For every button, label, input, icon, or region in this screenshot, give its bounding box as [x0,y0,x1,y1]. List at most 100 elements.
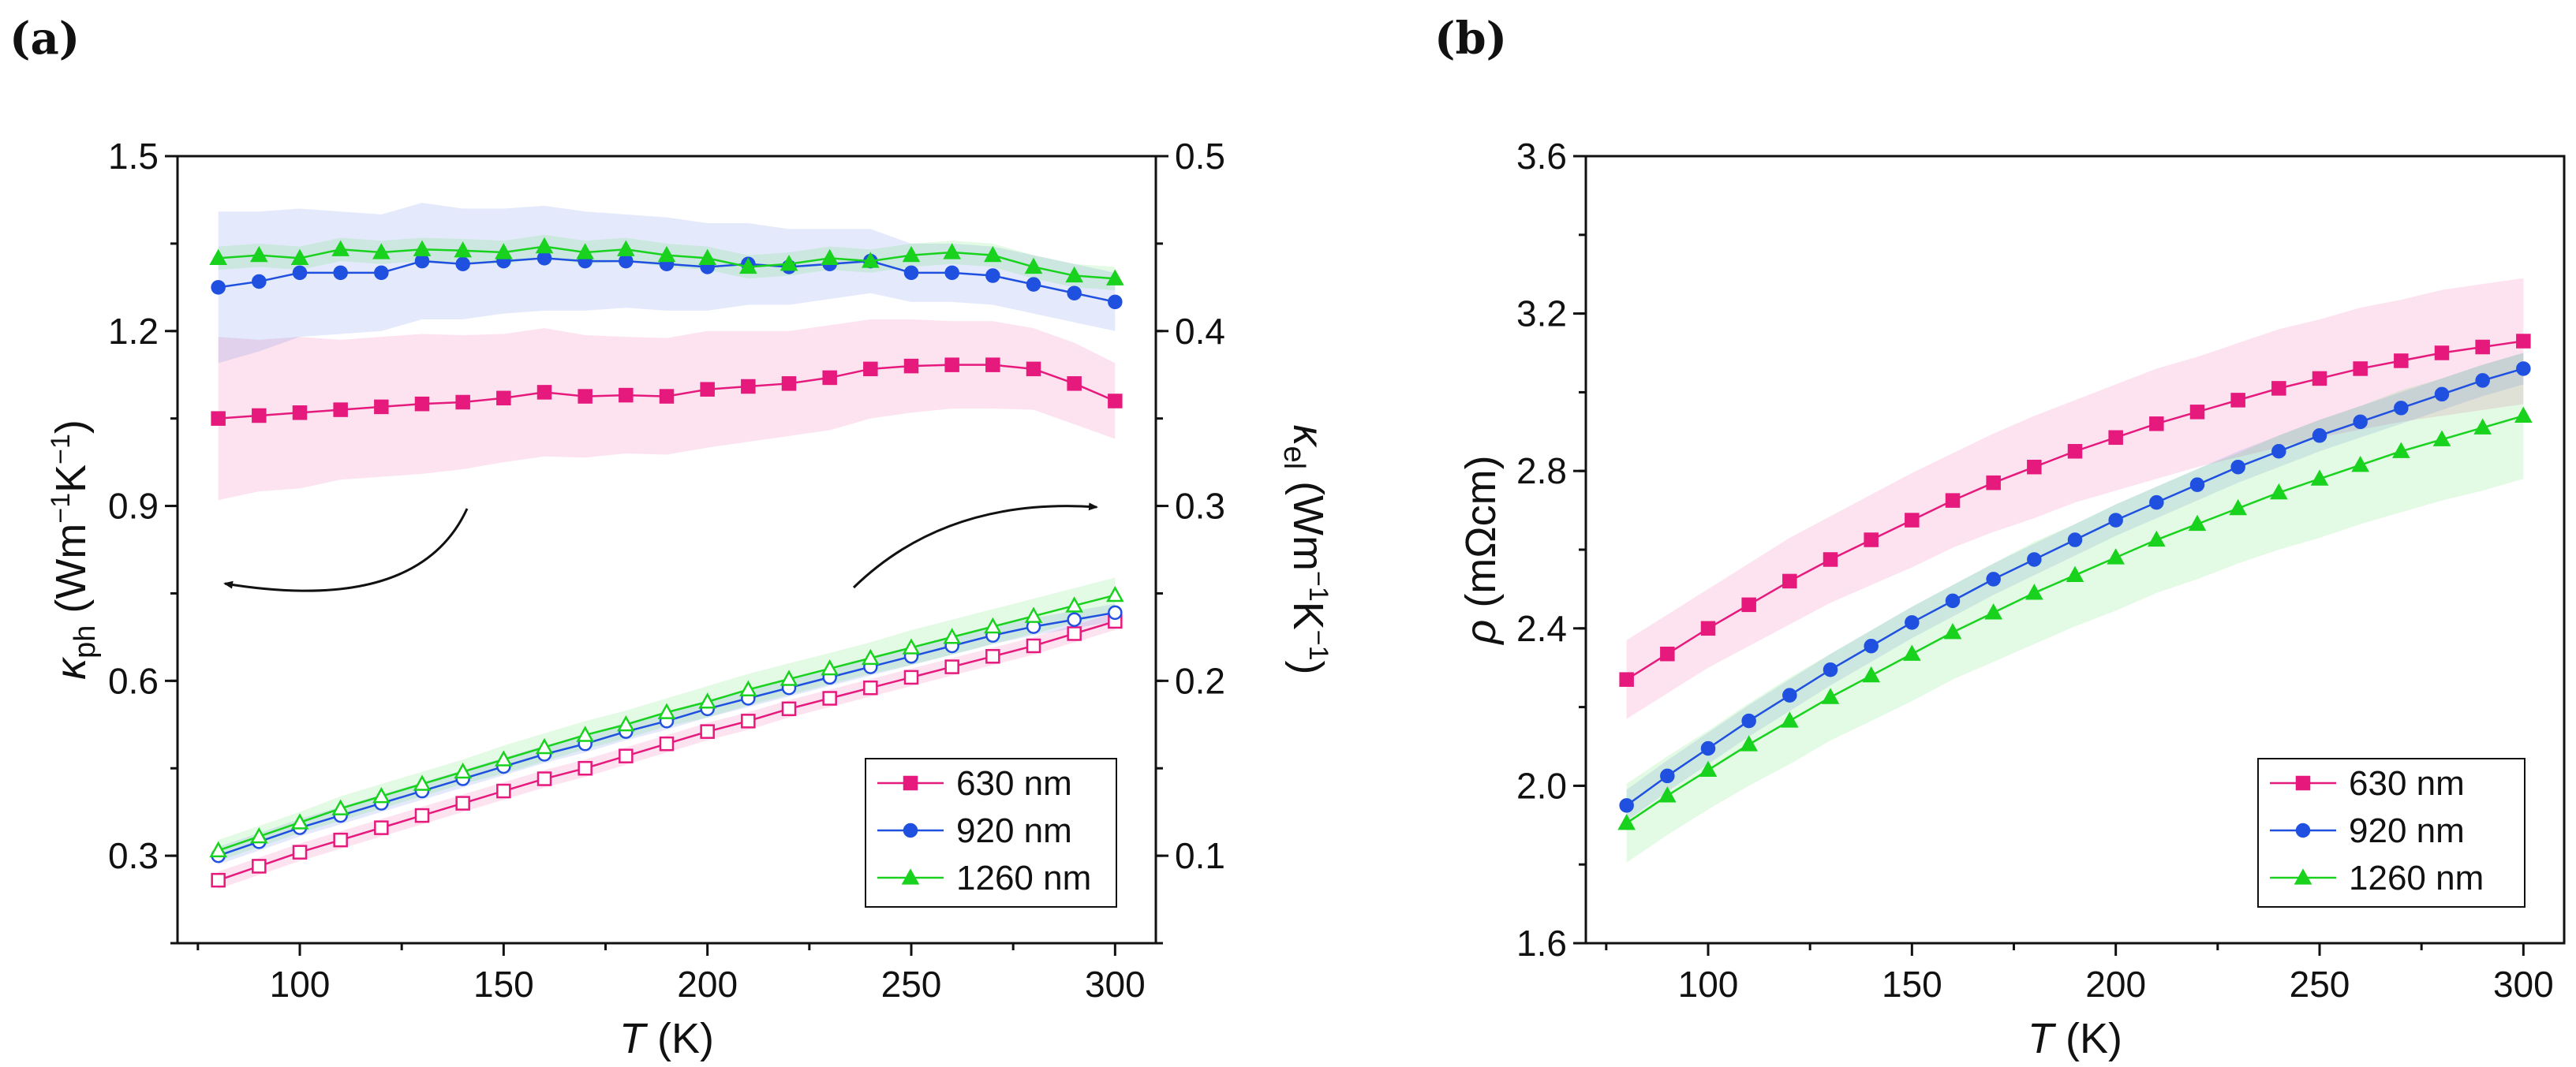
a-legend-label-1: 920 nm [956,811,1072,850]
a-series-1-point [1108,294,1123,310]
panel-b-x-ticks: 100 150 200 250 300 [1605,943,2554,1005]
a-legend-marker-1 [903,823,918,838]
a-series-3-point [292,845,308,860]
a-series-3-point [252,859,267,874]
b-series-0-point [2312,371,2327,386]
a-series-0-point [903,358,919,374]
panel-a: (a) 100 150 200 250 300 0.30.60.91.21.5 0.10… [9,13,1333,1062]
a-series-0-point [414,396,430,412]
b-series-1-point [2230,459,2245,475]
a-series-5-point [698,692,716,709]
b-series-2-point [2514,406,2533,423]
a-series-0-point [1026,361,1041,377]
a-series-5-point [413,774,432,791]
a-series-5-point [372,786,391,804]
a-series-3-point [741,714,756,729]
a-series-2-point [250,245,268,263]
a-series-1-point [252,274,267,289]
a-series-0-point [374,399,389,415]
a-series-0-point [496,390,511,406]
b-legend-label-1: 920 nm [2349,811,2465,850]
b-series-0-point [2027,459,2042,475]
a-series-2-point [780,254,798,271]
b-series-0-point [2149,416,2164,431]
a-series-2-point [576,243,594,259]
b-series-1-point [2189,477,2205,492]
b-x-tick-label: 100 [1678,964,1739,1005]
a-series-0-point [944,357,959,372]
a-series-2-point [1106,269,1124,285]
a-band-4 [218,603,1116,865]
b-x-tick-label: 300 [2493,964,2554,1005]
b-series-0-point [1700,621,1716,636]
a-legend-label-0: 630 nm [956,764,1072,803]
b-series-2-point [2270,483,2288,500]
a-series-2-point [290,248,309,265]
b-series-0-point [2271,381,2286,396]
a-series-3-point [455,796,470,811]
a-series-4-point [1067,612,1082,627]
b-series-2-point [2310,469,2329,486]
b-series-0-point [2189,405,2205,420]
b-series-0-point [1823,552,1838,567]
panel-a-plot-frame [176,155,1157,945]
b-series-1-point [2108,513,2123,528]
a-series-5-point [902,638,921,655]
b-series-0-point [1741,597,1756,613]
b-series-2-point [1699,760,1718,778]
b-series-0-point [2353,361,2368,376]
panel-a-y-ticks-left: 0.3 0.6 0.9 1.2 1.5 [108,136,178,945]
a-series-5-point [535,737,554,755]
a-series-5-point [331,799,350,815]
b-series-0-point [2067,444,2083,459]
a-series-0-point [781,376,797,391]
a-series-5-point [780,670,798,686]
b-y-tick-label: 3.6 [1516,136,1567,177]
a-y-right-tick-label: 0.3 [1175,486,1225,527]
a-series-3-point [863,680,878,696]
a-y-right-tick-label: 0.1 [1175,835,1225,876]
a-series-1-point [1026,277,1041,292]
a-series-2-point [698,248,716,265]
b-series-2-point [2229,498,2247,516]
a-series-1-point [537,251,552,266]
b-series-2-point [2392,442,2410,458]
a-series-0-point [211,411,226,426]
a-series-3-point [903,670,919,685]
a-y-right-tick-label: 0.2 [1175,660,1225,701]
b-series-1-point [1619,798,1634,813]
a-series-1-point [619,253,634,269]
b-series-0-point [1864,532,1879,547]
a-series-2-point [454,241,472,258]
a-legend-label-2: 1260 nm [956,859,1091,897]
b-series-2-point [1943,623,1962,640]
b-legend-marker-1 [2295,823,2311,838]
b-series-0-point [1619,672,1634,687]
b-band-2 [1626,353,2524,863]
a-series-3-point [822,691,837,706]
a-y-right-tick-label: 0.4 [1175,311,1225,352]
b-series-1-point [2149,494,2164,510]
b-series-0-point [2230,393,2245,408]
b-series-1-point [1700,741,1716,756]
a-series-4-point [1108,605,1123,621]
panel-b-error-bands [1626,278,2524,863]
a-series-1-point [1067,285,1082,300]
a-series-0-point [863,361,878,377]
b-series-2-point [1984,603,2002,620]
panel-a-y-axis-title-left: κph (Wm−1K−1) [46,420,102,680]
b-series-0-point [2516,334,2531,349]
a-series-3-point [578,760,593,776]
a-series-5-point [862,648,880,666]
a-series-5-point [739,680,757,697]
a-series-3-point [1067,626,1082,641]
panel-a-label: (a) [9,13,80,65]
a-series-0-point [741,379,756,394]
a-x-tick-label: 300 [1085,964,1146,1005]
a-series-3-point [659,736,675,752]
a-series-5-point [576,726,594,742]
b-series-0-point [2434,345,2450,360]
b-series-1-point [2067,532,2083,547]
a-series-5-point [1024,606,1043,623]
